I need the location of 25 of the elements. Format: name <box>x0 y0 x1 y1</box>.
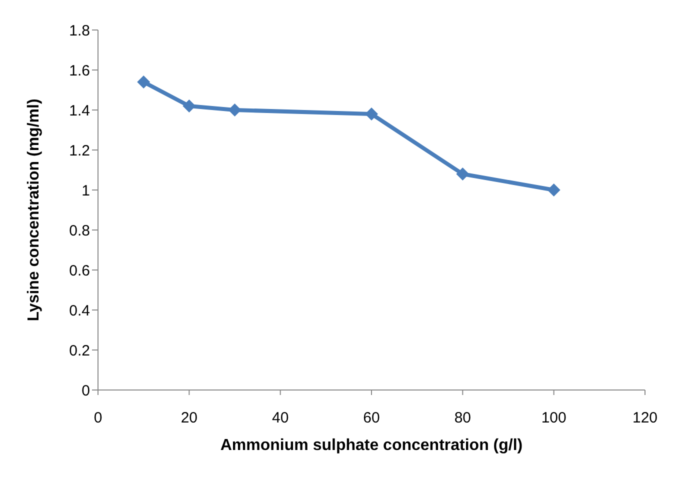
y-tick-label: 1.4 <box>69 102 90 120</box>
point <box>137 76 150 88</box>
y-tick-label: 0 <box>82 382 90 400</box>
x-tick-label: 40 <box>272 410 289 427</box>
x-tick-label: 100 <box>541 410 566 427</box>
y-axis-title: Lysine concentration (mg/ml) <box>26 98 43 322</box>
y-tick-label: 0.4 <box>69 302 90 320</box>
x-axis-title: Ammonium sulphate concentration (g/l) <box>220 437 523 454</box>
x-tick-label: 80 <box>454 410 472 427</box>
point <box>365 108 378 120</box>
y-tick-label: 0.6 <box>69 262 90 280</box>
y-tick-label: 1.8 <box>69 22 90 40</box>
point <box>182 100 196 112</box>
y-tick-label: 1 <box>82 182 90 200</box>
point <box>547 184 560 196</box>
x-tick-label: 120 <box>632 410 658 427</box>
x-tick-label: 20 <box>180 410 198 427</box>
y-tick-label: 1.6 <box>69 62 90 80</box>
y-tick-label: 1.2 <box>69 142 90 160</box>
point <box>228 104 242 116</box>
x-tick-label: 0 <box>94 410 102 427</box>
point <box>456 168 470 180</box>
x-tick-label: 60 <box>363 410 380 427</box>
y-tick-label: 0.2 <box>69 342 90 360</box>
y-tick-label: 0.8 <box>69 222 90 240</box>
